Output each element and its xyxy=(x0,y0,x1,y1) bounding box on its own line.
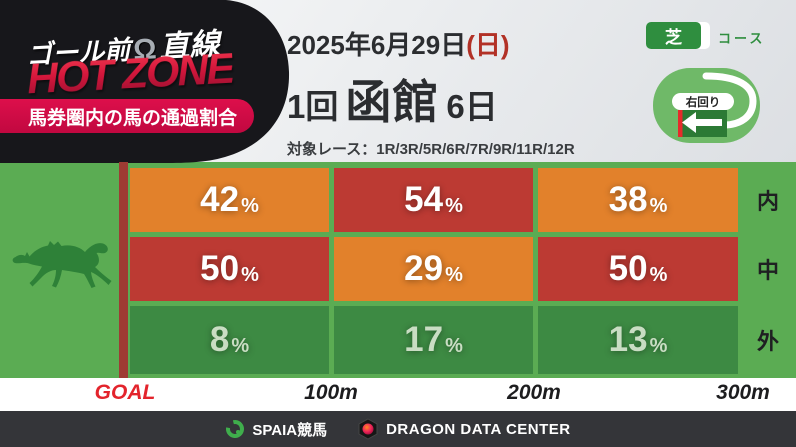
dragon-brand: DRAGON DATA CENTER xyxy=(357,418,571,440)
clockwise-arrow-curve xyxy=(702,72,757,129)
horse-icon xyxy=(12,241,112,288)
heat-cell: 29% xyxy=(334,237,533,301)
heat-cell: 54% xyxy=(334,168,533,232)
cell-value: 17 xyxy=(404,320,444,359)
spaia-logo-icon xyxy=(226,420,245,438)
axis-goal-label: GOAL xyxy=(94,381,156,404)
cell-unit: % xyxy=(649,263,668,286)
cell-unit: % xyxy=(445,334,463,357)
left-arrow-icon xyxy=(682,112,696,133)
cell-unit: % xyxy=(445,194,463,217)
surface-badge: 芝 xyxy=(646,22,710,49)
heat-cell: 42% xyxy=(130,168,329,232)
heat-cell: 17% xyxy=(334,306,533,374)
cell-value: 13 xyxy=(608,320,648,359)
dragon-brand-text: DRAGON DATA CENTER xyxy=(386,420,571,438)
cell-unit: % xyxy=(445,263,463,286)
heat-cell: 13% xyxy=(538,306,738,374)
heat-cell: 8% xyxy=(130,306,329,374)
goal-line xyxy=(119,162,128,382)
surface-badge-label: 芝 xyxy=(646,22,701,49)
cell-unit: % xyxy=(649,334,668,357)
cell-unit: % xyxy=(241,263,259,286)
cell-value: 50 xyxy=(200,249,240,288)
event-info: 2025年6月29日(日) 1回 函館 6日 対象レース：1R/3R/5R/6R… xyxy=(287,25,575,159)
dragon-logo-icon xyxy=(358,418,378,440)
date-text: 2025年6月29日 xyxy=(287,30,467,60)
lane-label-inner: 内 xyxy=(756,189,779,214)
course-word: コース xyxy=(718,31,766,46)
heat-cell: 50% xyxy=(538,237,738,301)
cell-unit: % xyxy=(231,334,250,357)
lane-label-outer: 外 xyxy=(756,329,779,354)
direction-label: 右回り xyxy=(685,95,721,109)
header: ゴール前Ω直線 HOT ZONE 馬券圏内の馬の通過割合 2025年6月29日(… xyxy=(0,0,796,163)
date-line: 2025年6月29日(日) xyxy=(287,25,575,62)
axis-300m-label: 300m xyxy=(716,381,770,404)
axis-200m-label: 200m xyxy=(507,381,561,404)
logo-ribbon: 馬券圏内の馬の通過割合 xyxy=(0,99,254,133)
meeting-day: 6日 xyxy=(446,88,498,125)
lane-label-middle: 中 xyxy=(756,258,779,283)
ribbon-text: 馬券圏内の馬の通過割合 xyxy=(28,107,238,129)
cell-value: 38 xyxy=(608,180,648,219)
cell-unit: % xyxy=(649,194,668,217)
cell-value: 42 xyxy=(200,180,240,219)
cell-value: 54 xyxy=(404,180,444,219)
meeting-track: 函館 xyxy=(345,76,440,128)
distance-axis: GOAL 100m 200m 300m xyxy=(0,378,796,411)
weekday-text: (日) xyxy=(466,30,510,60)
axis-100m-label: 100m xyxy=(304,381,358,404)
footer: SPAIA競馬 DRAGON DATA CENTER xyxy=(0,411,796,447)
cell-unit: % xyxy=(241,194,259,217)
spaia-brand: SPAIA競馬 xyxy=(225,419,327,440)
heat-cell: 50% xyxy=(130,237,329,301)
course-diagram-icon: 右回り xyxy=(653,68,760,143)
target-races: 対象レース：1R/3R/5R/6R/7R/9R/11R/12R xyxy=(287,141,575,158)
cell-value: 29 xyxy=(404,249,444,288)
cell-value: 50 xyxy=(608,249,648,288)
meeting-line: 1回 函館 6日 xyxy=(287,66,575,132)
goal-mark xyxy=(678,110,683,137)
cell-value: 8 xyxy=(209,320,230,359)
spaia-brand-text: SPAIA競馬 xyxy=(252,421,328,439)
meeting-kai: 1回 xyxy=(287,88,339,125)
heat-cell: 38% xyxy=(538,168,738,232)
